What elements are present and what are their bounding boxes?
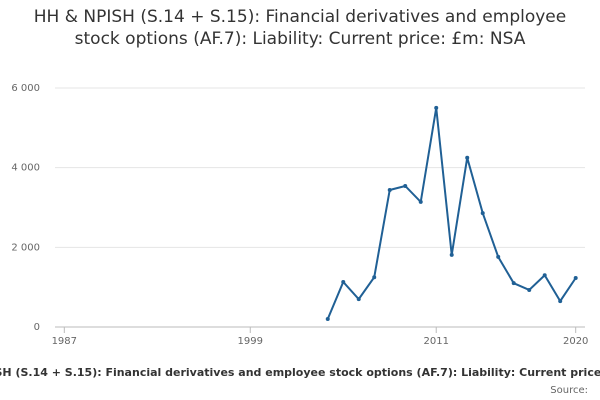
x-tick-label: 1999 [238, 336, 263, 347]
x-axis-label: HH & NPISH (S.14 + S.15): Financial deri… [0, 366, 600, 379]
y-tick-label: 0 [34, 322, 40, 333]
point [527, 287, 532, 292]
point [449, 252, 454, 257]
point [465, 155, 470, 160]
point [403, 183, 408, 188]
line [326, 107, 577, 320]
point [558, 299, 563, 304]
y-tick-label: 6 000 [11, 83, 40, 94]
point [387, 187, 392, 192]
point [341, 279, 346, 284]
point [542, 273, 547, 278]
x-tick-label: 1987 [52, 336, 77, 347]
point [511, 281, 516, 286]
point [480, 211, 485, 216]
point [434, 105, 439, 110]
point [573, 276, 578, 281]
point [418, 199, 423, 204]
point [325, 317, 330, 322]
x-tick-label: 2020 [563, 336, 588, 347]
point [372, 275, 377, 280]
chart-title: HH & NPISH (S.14 + S.15): Financial deri… [33, 7, 567, 49]
y-tick-label: 4 000 [11, 163, 40, 174]
point [356, 297, 361, 302]
y-tick-label: 2 000 [11, 242, 40, 253]
point [496, 254, 501, 259]
x-tick-label: 2011 [424, 336, 449, 347]
source: Source: [550, 385, 588, 396]
